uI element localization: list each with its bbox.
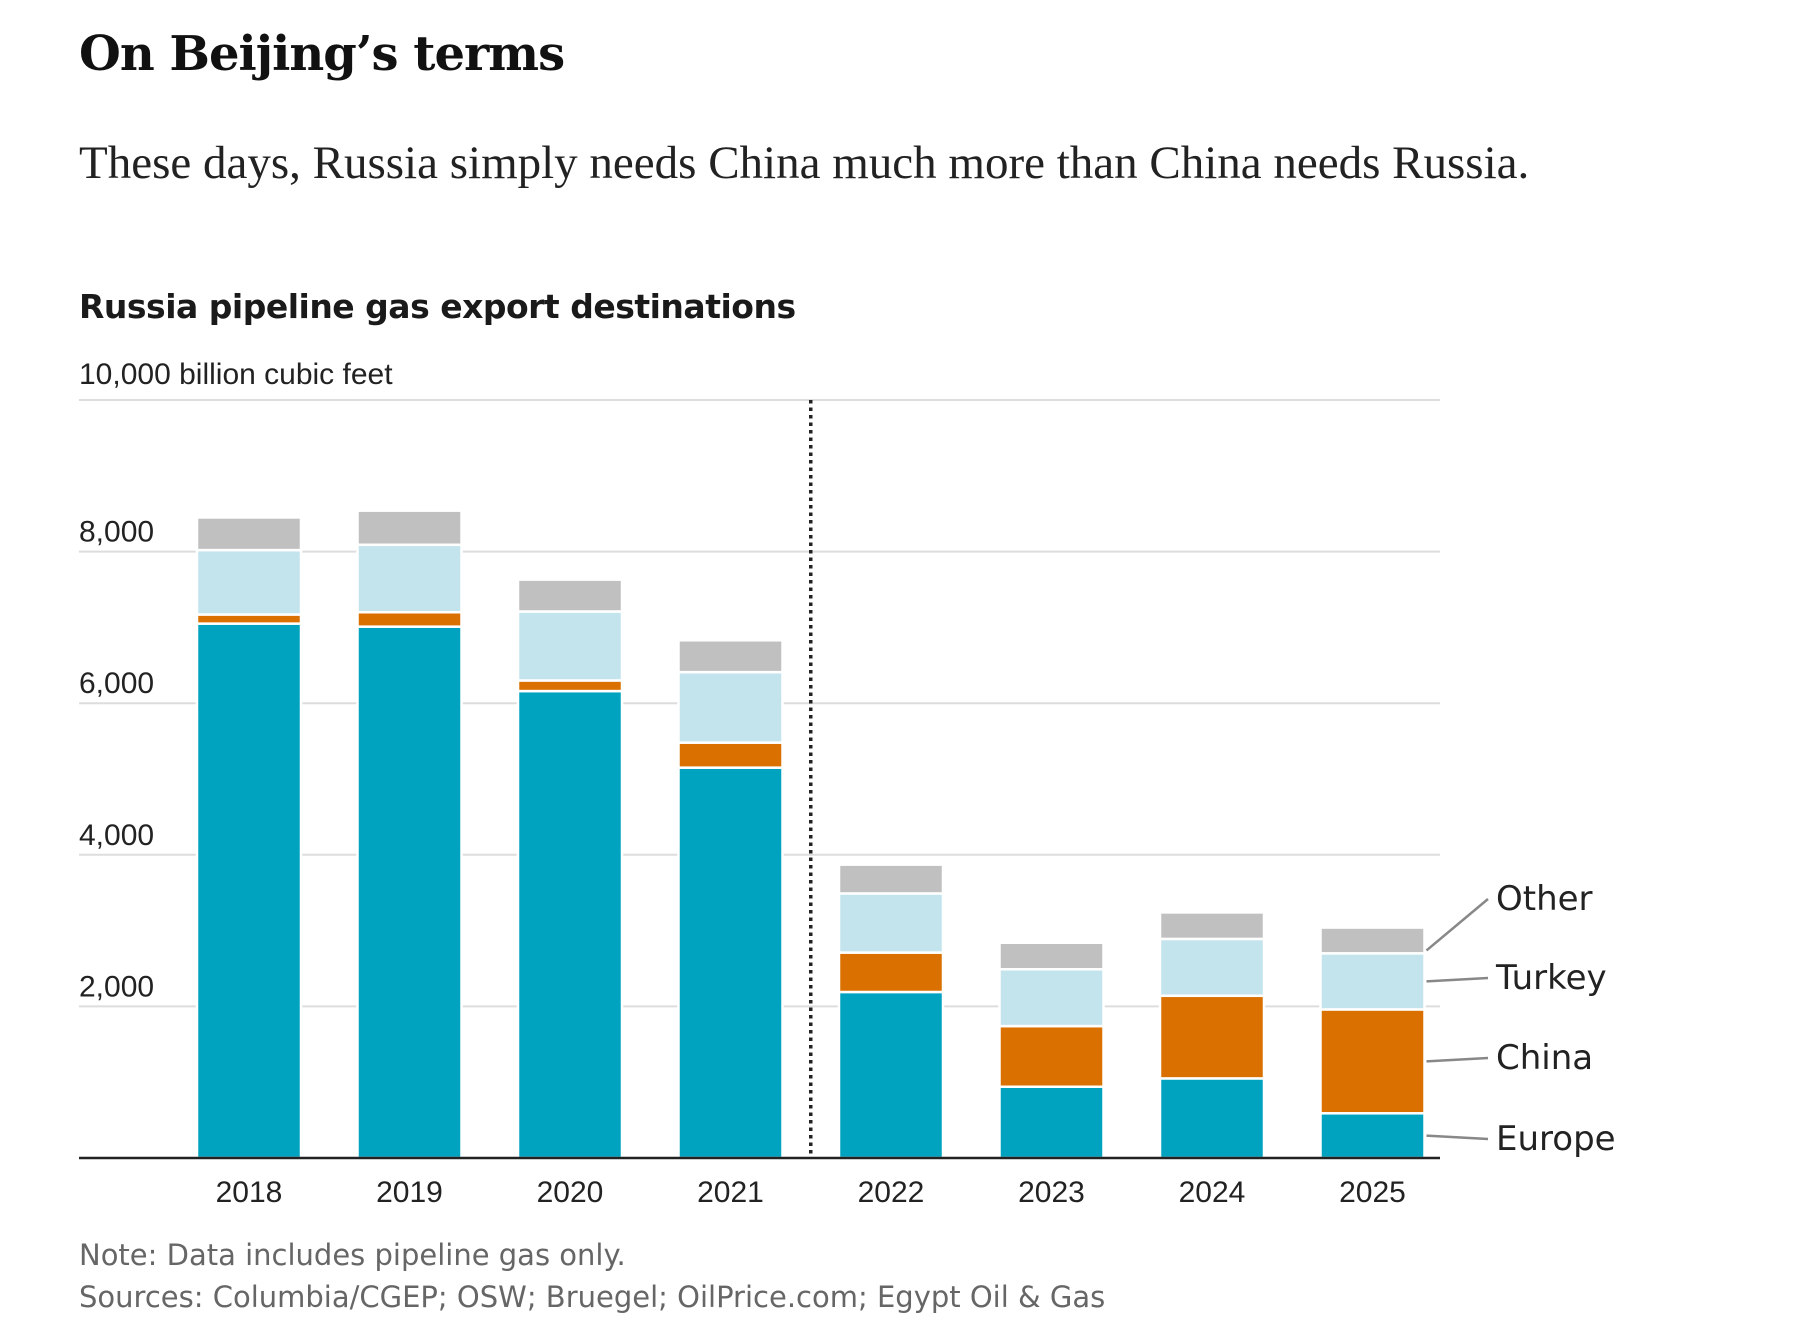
bar-2019-europe — [356, 625, 463, 1160]
bar-2020-other — [516, 578, 624, 613]
x-tick-label-2020: 2020 — [537, 1176, 604, 1209]
y-tick-label: 2,000 — [79, 970, 154, 1003]
bars — [195, 509, 1426, 1160]
footnote: Note: Data includes pipeline gas only. — [79, 1238, 626, 1272]
dek: These days, Russia simply needs China mu… — [79, 137, 1530, 189]
bar-2022-china — [837, 951, 945, 994]
y-tick-labels: 2,000 4,000 6,000 8,000 — [79, 516, 154, 1004]
bar-2021-europe — [677, 766, 784, 1160]
x-tick-label-2024: 2024 — [1179, 1176, 1246, 1209]
bar-2018-turkey — [195, 548, 303, 616]
legend-label-other: Other — [1496, 879, 1593, 919]
x-tick-label-2022: 2022 — [858, 1176, 925, 1209]
legend-label-europe: Europe — [1496, 1119, 1616, 1159]
bar-2024-other — [1158, 911, 1266, 941]
bar-2021-turkey — [677, 670, 784, 744]
bar-2020-turkey — [516, 610, 624, 682]
bar-2021-other — [677, 639, 784, 674]
bar-2024-europe — [1158, 1077, 1266, 1160]
bar-2022-europe — [837, 990, 945, 1160]
legend-leader-turkey — [1426, 976, 1489, 983]
x-tick-label-2025: 2025 — [1339, 1176, 1406, 1209]
bar-2018-europe — [195, 622, 303, 1160]
y-tick-label: 6,000 — [79, 667, 154, 700]
bar-2025-turkey — [1319, 952, 1426, 1011]
bar-2022-turkey — [837, 892, 945, 954]
bar-2023-china — [998, 1024, 1105, 1088]
bar-2019-turkey — [356, 543, 463, 614]
chart-title: Russia pipeline gas export destinations — [79, 287, 796, 326]
bar-2025-other — [1319, 926, 1426, 955]
x-tick-label-2018: 2018 — [216, 1176, 283, 1209]
bar-2019-china — [356, 610, 463, 628]
bar-2023-europe — [998, 1085, 1105, 1160]
bar-2024-turkey — [1158, 937, 1266, 998]
legend-label-china: China — [1496, 1038, 1593, 1078]
sources-line: Sources: Columbia/CGEP; OSW; Bruegel; Oi… — [79, 1280, 1106, 1314]
stacked-bar-chart: 2,000 4,000 6,000 8,000 2018 2019 2020 2021 202… — [79, 399, 1616, 1209]
x-tick-label-2021: 2021 — [697, 1176, 764, 1209]
legend-label-turkey: Turkey — [1495, 958, 1607, 998]
y-axis-unit-label: 10,000 billion cubic feet — [79, 358, 393, 391]
bar-2022-other — [837, 863, 945, 895]
bar-2018-china — [195, 613, 303, 625]
x-tick-labels: 2018 2019 2020 2021 2022 2023 2024 2025 — [216, 1176, 1406, 1209]
bar-2025-china — [1319, 1008, 1426, 1115]
legend-leader-europe — [1426, 1134, 1489, 1141]
x-tick-label-2019: 2019 — [376, 1176, 443, 1209]
bar-2019-other — [356, 509, 463, 547]
bar-2023-turkey — [998, 968, 1105, 1028]
bar-2023-other — [998, 941, 1105, 971]
headline: On Beijing’s terms — [79, 26, 565, 82]
x-tick-label-2023: 2023 — [1018, 1176, 1085, 1209]
bar-2021-china — [677, 741, 784, 769]
y-tick-label: 4,000 — [79, 819, 154, 852]
bar-2020-europe — [516, 689, 624, 1160]
legend-leader-other — [1425, 898, 1489, 952]
legend-leader-china — [1426, 1056, 1489, 1063]
bar-2025-europe — [1319, 1112, 1426, 1160]
bar-2020-china — [516, 679, 624, 693]
bar-2018-other — [195, 516, 303, 552]
y-tick-label: 8,000 — [79, 516, 154, 549]
legend: Europe China Turkey Other — [1425, 879, 1616, 1159]
bar-2024-china — [1158, 994, 1266, 1080]
